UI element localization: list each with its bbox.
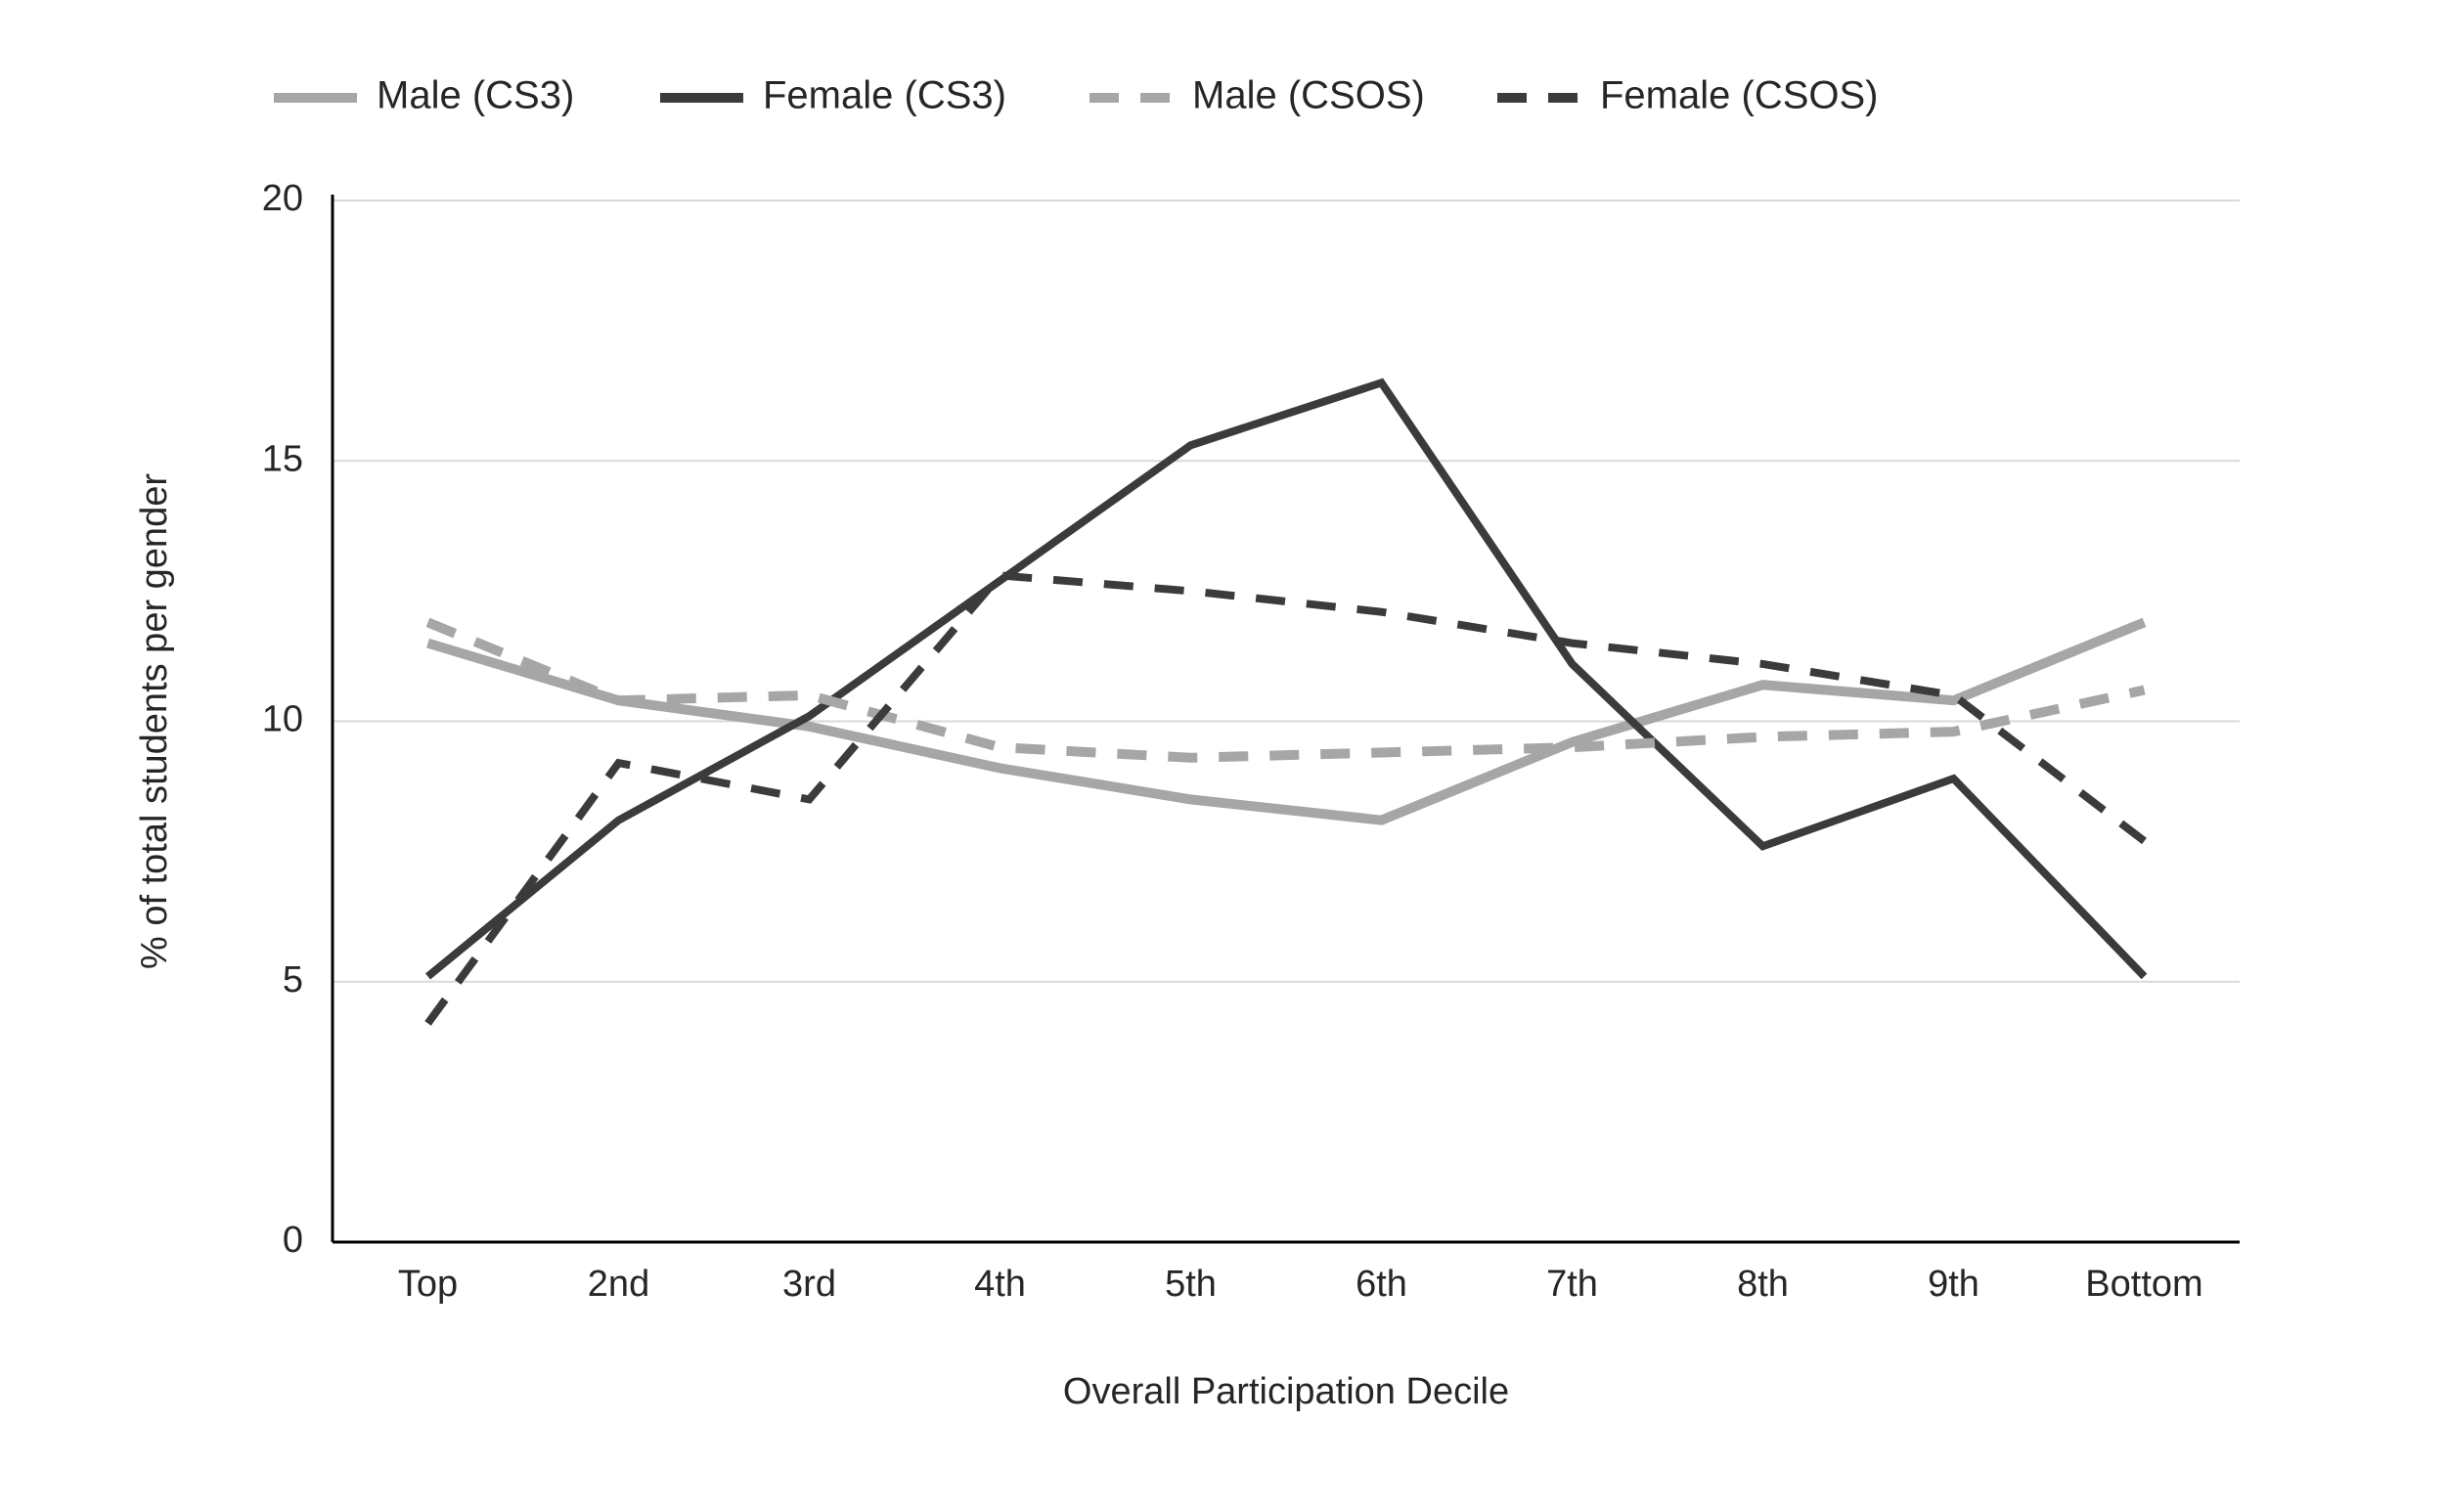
legend-label: Female (CS3) <box>763 74 1006 117</box>
y-tick-label: 20 <box>262 178 303 219</box>
x-tick-label: Top <box>398 1264 458 1305</box>
y-tick-label: 10 <box>262 699 303 740</box>
chart-container: 0 5 10 15 20 Top 2nd 3rd 4th 5th 6th 7th 8th 9th Botto… <box>0 0 2445 1512</box>
y-tick-label: 15 <box>262 438 303 479</box>
x-tick-label: 4th <box>974 1264 1026 1305</box>
x-tick-label: 5th <box>1165 1264 1217 1305</box>
x-tick-label: 2nd <box>588 1264 649 1305</box>
legend-label: Female (CSOS) <box>1600 74 1879 117</box>
y-tick-label: 5 <box>283 959 303 1001</box>
x-tick-label: 6th <box>1356 1264 1407 1305</box>
x-tick-label: Bottom <box>2085 1264 2202 1305</box>
x-tick-label: 3rd <box>782 1264 836 1305</box>
y-tick-label: 0 <box>283 1220 303 1261</box>
x-tick-label: 8th <box>1737 1264 1789 1305</box>
x-tick-label: 7th <box>1546 1264 1598 1305</box>
x-axis-label: Overall Participation Decile <box>1063 1371 1509 1412</box>
participation-line-chart: 0 5 10 15 20 Top 2nd 3rd 4th 5th 6th 7th 8th 9th Botto… <box>0 0 2445 1512</box>
x-tick-label: 9th <box>1928 1264 1979 1305</box>
legend-label: Male (CS3) <box>377 74 574 117</box>
y-axis-label: % of total students per gender <box>134 473 175 969</box>
legend-label: Male (CSOS) <box>1192 74 1425 117</box>
